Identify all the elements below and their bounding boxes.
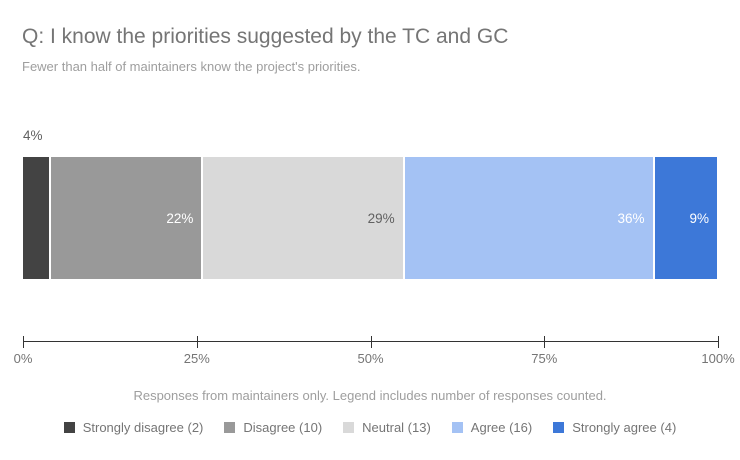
x-axis-tick xyxy=(196,336,198,348)
segment-value-label-outside: 4% xyxy=(23,128,43,143)
legend-swatch-icon xyxy=(343,422,355,433)
x-axis-tick-label: 75% xyxy=(531,351,558,366)
legend-item-strongly-disagree: Strongly disagree (2) xyxy=(63,420,204,435)
legend-label: Disagree (10) xyxy=(243,420,323,435)
x-axis-tick xyxy=(718,336,719,348)
bar-segment-neutral: 29% xyxy=(203,157,405,279)
segment-value-label: 29% xyxy=(367,210,395,226)
footnote: Responses from maintainers only. Legend … xyxy=(133,388,607,403)
legend-label: Neutral (13) xyxy=(362,420,431,435)
x-axis-tick xyxy=(23,336,24,348)
bar-segment-strongly-agree: 9% xyxy=(654,157,717,279)
legend-item-disagree: Disagree (10) xyxy=(224,420,322,435)
x-axis-tick xyxy=(544,336,546,348)
x-axis-tick-label: 25% xyxy=(183,351,210,366)
legend-label: Strongly agree (4) xyxy=(572,420,677,435)
x-axis-tick-label: 50% xyxy=(357,351,384,366)
legend-swatch-icon xyxy=(63,422,75,433)
legend-item-strongly-agree: Strongly agree (4) xyxy=(553,420,676,435)
legend-swatch-icon xyxy=(224,422,236,433)
chart-title: Q: I know the priorities suggested by th… xyxy=(22,25,509,48)
bar-segment-disagree: 22% xyxy=(50,157,204,279)
legend-swatch-icon xyxy=(451,422,463,433)
legend-item-agree: Agree (16) xyxy=(451,420,533,435)
x-axis-tick xyxy=(370,336,372,348)
legend-label: Strongly disagree (2) xyxy=(82,420,204,435)
x-axis-tick-label: 0% xyxy=(13,351,33,366)
segment-value-label: 22% xyxy=(166,210,194,226)
x-axis-tick-label: 100% xyxy=(701,351,735,366)
bar-segment-strongly-disagree xyxy=(23,157,51,279)
bar-segment-agree: 36% xyxy=(404,157,655,279)
segment-value-label: 36% xyxy=(617,210,645,226)
chart-subtitle: Fewer than half of maintainers know the … xyxy=(22,59,361,74)
stacked-bar: 22% 29% 36% 9% xyxy=(23,157,717,279)
legend: Strongly disagree (2) Disagree (10) Neutra… xyxy=(0,420,740,435)
legend-item-neutral: Neutral (13) xyxy=(343,420,431,435)
x-axis-line xyxy=(23,341,718,342)
legend-label: Agree (16) xyxy=(470,420,533,435)
segment-value-label: 9% xyxy=(689,210,709,226)
legend-swatch-icon xyxy=(553,422,565,433)
